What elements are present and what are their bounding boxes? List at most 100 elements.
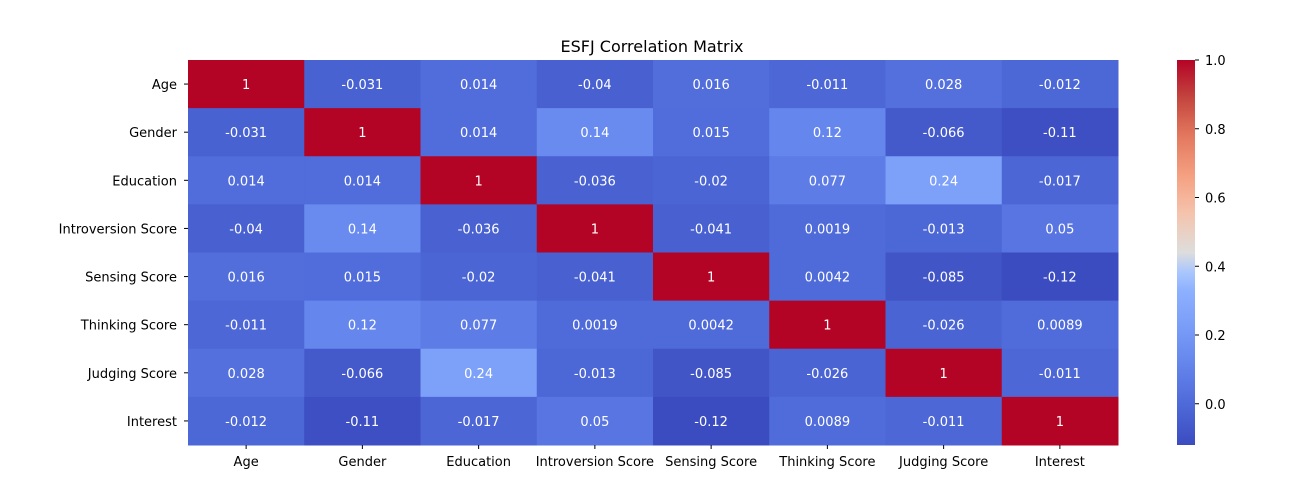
heatmap-cell [769, 300, 886, 350]
cell-value-label: -0.02 [462, 271, 496, 286]
x-tick-label: Interest [1035, 455, 1085, 470]
cell-value-label: 0.0019 [805, 222, 851, 237]
cell-value-label: -0.12 [1043, 271, 1077, 286]
heatmap-cell [420, 108, 538, 157]
cell-value-label: 1 [1056, 415, 1064, 430]
cell-value-label: -0.066 [923, 126, 965, 141]
heatmap-cell [1001, 252, 1119, 302]
heatmap-cell [653, 108, 770, 157]
colorbar-gradient [1177, 60, 1195, 445]
heatmap-cell [885, 348, 1003, 398]
heatmap-cell [769, 108, 886, 157]
cell-value-label: 0.028 [925, 78, 962, 93]
cell-value-label: -0.026 [923, 319, 965, 334]
heatmap-cell [304, 156, 421, 205]
cell-value-label: 0.0019 [572, 319, 618, 334]
heatmap-cell [304, 348, 421, 398]
colorbar-tick-label: 0.0 [1205, 398, 1226, 413]
cell-value-label: -0.031 [225, 126, 267, 141]
heatmap-cell [304, 108, 421, 157]
heatmap-cell [1001, 300, 1119, 350]
cell-value-label: -0.066 [341, 367, 383, 382]
heatmap-cell [420, 348, 538, 398]
cell-value-label: 0.028 [228, 367, 265, 382]
heatmap-cell [1001, 60, 1119, 109]
heatmap-cell [769, 348, 886, 398]
heatmap-cell [1001, 396, 1119, 446]
cell-value-label: -0.026 [806, 367, 848, 382]
cell-value-label: -0.017 [458, 415, 500, 430]
chart-title: ESFJ Correlation Matrix [561, 37, 744, 56]
heatmap-cell [304, 60, 421, 109]
y-tick-label: Judging Score [87, 367, 177, 382]
heatmap-cell [653, 204, 770, 253]
colorbar-tick-label: 0.6 [1205, 192, 1226, 207]
cell-value-label: 0.014 [460, 126, 497, 141]
heatmap-cell [885, 252, 1003, 302]
cell-value-label: -0.041 [690, 222, 732, 237]
cell-value-label: 0.0042 [688, 319, 734, 334]
cell-value-label: -0.04 [229, 222, 263, 237]
heatmap-cell [188, 300, 305, 350]
heatmap-cell [769, 396, 886, 446]
x-tick-label: Education [446, 455, 511, 470]
y-tick-label: Education [112, 174, 177, 189]
cell-value-label: 1 [242, 78, 250, 93]
cell-value-label: -0.011 [1039, 367, 1081, 382]
heatmap-cell [653, 396, 770, 446]
cell-value-label: -0.011 [225, 319, 267, 334]
cell-value-label: 1 [358, 126, 366, 141]
cell-value-label: 0.077 [460, 319, 497, 334]
heatmap-cell [304, 204, 421, 253]
x-axis: Age Gender Education Introversion Score Sens… [234, 445, 1085, 470]
y-tick-label: Thinking Score [80, 319, 177, 334]
cell-value-label: 0.014 [344, 174, 381, 189]
cell-value-label: 0.014 [228, 174, 265, 189]
cell-value-label: 1 [939, 367, 947, 382]
heatmap-cell [188, 252, 305, 302]
heatmap-cells [188, 60, 1119, 446]
heatmap-cell [420, 252, 538, 302]
cell-value-label: -0.011 [806, 78, 848, 93]
cell-value-label: -0.012 [225, 415, 267, 430]
cell-value-label: 0.0042 [805, 271, 851, 286]
y-axis: Age Gender Education Introversion Score Sens… [59, 78, 188, 430]
cell-value-label: 1 [474, 174, 482, 189]
heatmap-cell [536, 348, 654, 398]
cell-value-label: 0.14 [580, 126, 609, 141]
heatmap-cell [653, 156, 770, 205]
x-tick-label: Introversion Score [536, 455, 654, 470]
cell-value-label: -0.011 [923, 415, 965, 430]
heatmap-cell [885, 204, 1003, 253]
y-tick-label: Gender [129, 126, 178, 141]
heatmap-cell [420, 156, 538, 205]
y-tick-label: Age [152, 78, 177, 93]
y-tick-label: Introversion Score [59, 222, 177, 237]
heatmap-cell-labels: 1 -0.031 0.014 -0.04 0.016 -0.011 0.028 -0.012 -… [225, 78, 1082, 430]
cell-value-label: 0.05 [580, 415, 609, 430]
cell-value-label: 0.015 [693, 126, 730, 141]
heatmap-cell [1001, 348, 1119, 398]
heatmap-cell [1001, 156, 1119, 205]
cell-value-label: -0.031 [341, 78, 383, 93]
heatmap-cell [536, 204, 654, 253]
heatmap-cell [304, 396, 421, 446]
heatmap-cell [653, 348, 770, 398]
cell-value-label: -0.11 [346, 415, 380, 430]
heatmap-cell [769, 60, 886, 109]
heatmap-cell [536, 156, 654, 205]
heatmap-cell [769, 156, 886, 205]
cell-value-label: -0.11 [1043, 126, 1077, 141]
cell-value-label: 0.077 [809, 174, 846, 189]
heatmap-cell [1001, 204, 1119, 253]
y-tick-label: Interest [127, 415, 177, 430]
heatmap-cell [653, 300, 770, 350]
heatmap-cell [304, 300, 421, 350]
cell-value-label: -0.041 [574, 271, 616, 286]
cell-value-label: -0.017 [1039, 174, 1081, 189]
cell-value-label: 0.12 [813, 126, 842, 141]
cell-value-label: -0.036 [574, 174, 616, 189]
heatmap-cell [885, 396, 1003, 446]
cell-value-label: -0.04 [578, 78, 612, 93]
x-tick-label: Judging Score [898, 455, 988, 470]
